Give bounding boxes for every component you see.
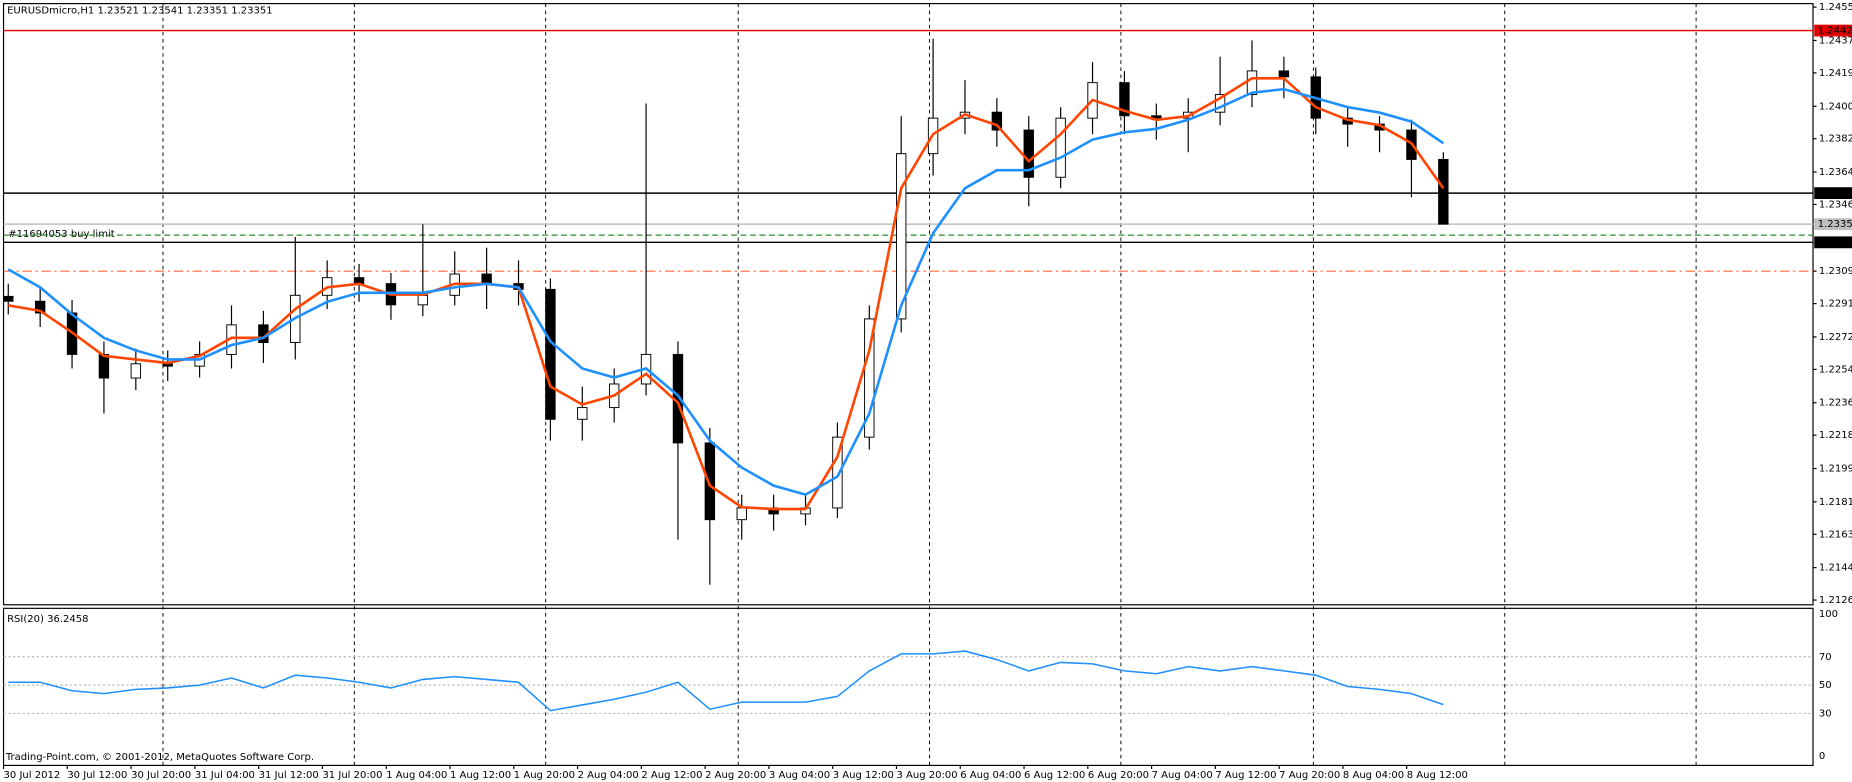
x-tick-label: 2 Aug 20:00 (705, 770, 766, 781)
chart-header: EURUSDmicro,H1 1.23521 1.23541 1.23351 1… (7, 6, 273, 17)
rsi-label: RSI(20) 36.2458 (7, 614, 88, 625)
price-tag (1814, 187, 1852, 200)
y-tick-label: 1.21265 (1819, 595, 1852, 606)
moving-average (8, 77, 1445, 511)
candle-body (832, 436, 843, 509)
x-tick-label: 6 Aug 04:00 (960, 770, 1021, 781)
price-tag (1814, 24, 1852, 37)
rsi-tick-label: 70 (1819, 652, 1832, 663)
price-tag-label: 1.23250 (1818, 237, 1852, 248)
candle-body (545, 288, 556, 420)
x-tick-label: 30 Jul 2012 (4, 770, 61, 781)
y-tick-label: 1.23460 (1819, 199, 1852, 210)
candle-body (3, 295, 14, 302)
rsi-tick-label: 0 (1819, 751, 1825, 762)
x-tick-label: 1 Aug 12:00 (450, 770, 511, 781)
x-tick-label: 7 Aug 04:00 (1152, 770, 1213, 781)
y-tick-label: 1.22360 (1819, 398, 1852, 409)
x-tick-label: 31 Jul 20:00 (322, 770, 382, 781)
y-tick-label: 1.22180 (1819, 430, 1852, 441)
x-tick-label: 2 Aug 12:00 (641, 770, 702, 781)
candle-body (34, 300, 46, 314)
x-tick-label: 7 Aug 20:00 (1279, 770, 1340, 781)
candle-body (1119, 82, 1130, 117)
copyright: Trading-Point.com, © 2001-2012, MetaQuot… (5, 752, 314, 763)
x-tick-label: 30 Jul 20:00 (131, 770, 191, 781)
rsi-tick-label: 50 (1819, 680, 1832, 691)
x-tick-label: 31 Jul 04:00 (195, 770, 255, 781)
candle-body (577, 407, 588, 420)
candle-body (704, 442, 716, 521)
y-tick-label: 1.23640 (1819, 167, 1852, 178)
candle-body (1278, 70, 1290, 78)
candle-body (1151, 115, 1162, 119)
candle-body (1246, 70, 1258, 96)
candle-body (417, 294, 429, 306)
price-tag-label: 1.23523 (1818, 188, 1852, 199)
x-tick-label: 8 Aug 04:00 (1343, 770, 1404, 781)
order-label: #11694053 buy limit (8, 229, 114, 240)
candle-body (481, 273, 492, 285)
rsi-panel (2, 607, 1814, 767)
candle-body (1214, 94, 1226, 113)
y-tick-label: 1.21630 (1819, 529, 1852, 540)
x-tick-label: 1 Aug 20:00 (514, 770, 575, 781)
x-tick-label: 6 Aug 20:00 (1088, 770, 1149, 781)
candle-body (736, 507, 747, 521)
y-tick-label: 1.21995 (1819, 463, 1852, 474)
candle-body (1023, 129, 1034, 178)
rsi-tick-label: 30 (1819, 708, 1832, 719)
price-tag (1814, 218, 1852, 231)
x-tick-label: 3 Aug 20:00 (896, 770, 957, 781)
y-tick-label: 1.22910 (1819, 299, 1852, 310)
candle-body (98, 353, 110, 379)
x-tick-label: 3 Aug 04:00 (769, 770, 830, 781)
candle-body (1438, 158, 1449, 225)
x-tick-label: 1 Aug 04:00 (386, 770, 447, 781)
rsi-tick-label: 100 (1819, 609, 1838, 620)
y-tick-label: 1.21810 (1819, 497, 1852, 508)
candle-body (895, 153, 907, 320)
x-tick-label: 7 Aug 12:00 (1215, 770, 1276, 781)
candle-body (1055, 117, 1066, 178)
x-tick-label: 8 Aug 12:00 (1407, 770, 1468, 781)
y-tick-label: 1.22545 (1819, 364, 1852, 375)
x-tick-label: 30 Jul 12:00 (67, 770, 127, 781)
y-tick-label: 1.24005 (1819, 101, 1852, 112)
y-tick-label: 1.23090 (1819, 266, 1852, 277)
price-panel (2, 3, 1814, 606)
candle-body (864, 318, 875, 438)
x-tick-label: 3 Aug 12:00 (833, 770, 894, 781)
price-tag-label: 1.24425 (1818, 26, 1852, 37)
moving-average (7, 87, 1445, 497)
price-tag-label: 1.23351 (1818, 219, 1852, 230)
y-tick-label: 1.24370 (1819, 35, 1852, 46)
candle-body (130, 363, 142, 379)
candle-body (991, 111, 1003, 131)
y-tick-label: 1.23825 (1819, 134, 1852, 145)
x-tick-label: 2 Aug 04:00 (578, 770, 639, 781)
y-tick-label: 1.22725 (1819, 332, 1852, 343)
x-tick-label: 6 Aug 12:00 (1024, 770, 1085, 781)
y-tick-label: 1.21445 (1819, 563, 1852, 574)
rsi-line (8, 650, 1444, 712)
y-tick-label: 1.24555 (1819, 2, 1852, 13)
price-tag (1814, 236, 1852, 249)
x-tick-label: 31 Jul 12:00 (259, 770, 319, 781)
y-tick-label: 1.24190 (1819, 68, 1852, 79)
